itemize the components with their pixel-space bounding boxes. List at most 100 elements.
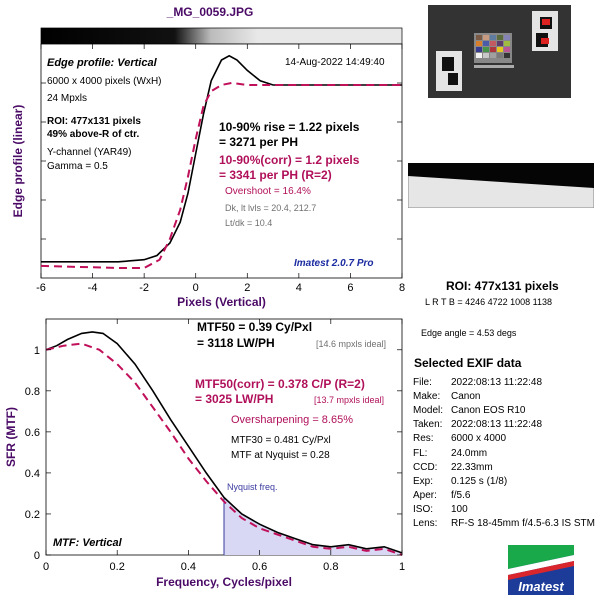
sfr-ytick-label: 0: [34, 550, 40, 562]
sfr-mtf50-ideal: [14.6 mpxls ideal]: [316, 339, 387, 349]
edge-xtick-label: 0: [193, 282, 199, 294]
edge-xtick-label: 6: [347, 282, 353, 294]
edge-overshoot: Overshoot = 16.4%: [225, 186, 311, 197]
edge-xtick-label: 2: [244, 282, 250, 294]
edge-roi-line-2: 49% above-R of ctr.: [47, 129, 140, 140]
edge-panel-title: Edge profile: Vertical: [47, 57, 157, 69]
exif-row: Aper: f/5.6: [413, 490, 470, 502]
edge-corr-line-1: 10-90%(corr) = 1.2 pixels: [219, 153, 360, 167]
sfr-corr-line-1: MTF50(corr) = 0.378 C/P (R=2): [195, 377, 365, 391]
edge-xlabel: Pixels (Vertical): [177, 295, 266, 309]
exif-key: Taken:: [413, 419, 443, 431]
exif-value: 2022:08:13 11:22:48: [451, 419, 543, 431]
exif-key: CCD:: [413, 461, 438, 473]
sfr-nyquist-area: [224, 497, 402, 555]
exif-key: ISO:: [413, 503, 434, 515]
exif-row: Lens: RF-S 18-45mm f/4.5-6.3 IS STM: [413, 518, 595, 530]
sfr-mtf-nyquist: MTF at Nyquist = 0.28: [231, 450, 330, 461]
exif-value: 22.33mm: [451, 461, 493, 473]
sfr-mtf50-line-2: = 3118 LW/PH: [197, 336, 275, 350]
edge-info-line-2: 24 Mpxls: [47, 93, 88, 104]
exif-row: ISO: 100: [413, 504, 468, 516]
exif-row: FL: 24.0mm: [413, 448, 487, 460]
exif-row: CCD: 22.33mm: [413, 462, 493, 474]
exif-row: Res: 6000 x 4000: [413, 433, 506, 445]
sfr-ylabel: SFR (MTF): [4, 407, 18, 467]
sfr-xtick-label: 1: [399, 561, 405, 573]
sfr-chart: 0 0.2 0.4 0.6 0.8 1 0 0.2 0.4 0.6 0.8 1 Frequency, C…: [4, 318, 405, 589]
exif-value: RF-S 18-45mm f/4.5-6.3 IS STM: [451, 518, 595, 529]
exif-value: Canon EOS R10: [451, 405, 526, 417]
sfr-ytick-label: 0.8: [25, 386, 40, 398]
exif-key: Aper:: [413, 489, 437, 501]
imatest-logo: Imatest: [508, 545, 574, 595]
exif-value: Canon: [451, 391, 481, 403]
sfr-ytick-label: 1: [34, 345, 40, 357]
exif-row: Model: Canon EOS R10: [413, 405, 526, 417]
edge-xtick-label: -2: [139, 282, 149, 294]
edge-timestamp: 14-Aug-2022 14:49:40: [285, 57, 385, 68]
edge-gamma: Gamma = 0.5: [47, 161, 108, 172]
edge-plot-frame: [40, 43, 403, 279]
edge-ylabel: Edge profile (linear): [11, 105, 25, 218]
exif-row: Exp: 0.125 s (1/8): [413, 476, 507, 488]
exif-value: 100: [451, 503, 468, 515]
edge-dk-lt: Dk, lt lvls = 20.4, 212.7: [225, 203, 317, 213]
edge-channel: Y-channel (YAR49): [47, 147, 132, 158]
edge-roi-line-1: ROI: 477x131 pixels: [47, 116, 141, 127]
edge-corr-line-2: = 3341 per PH (R=2): [219, 168, 332, 182]
exif-row: Make: Canon: [413, 391, 480, 403]
exif-title: Selected EXIF data: [414, 356, 522, 370]
exif-value: 6000 x 4000: [451, 433, 507, 445]
edge-rise-line-2: = 3271 per PH: [219, 135, 299, 149]
sfr-series-2-line: [45, 342, 403, 556]
exif-key: Model:: [413, 405, 444, 417]
sfr-xtick-label: 0: [43, 561, 49, 573]
edge-xtick-label: 8: [399, 282, 405, 294]
sfr-mtf30: MTF30 = 0.481 Cy/Pxl: [231, 435, 331, 446]
file-title: _MG_0059.JPG: [166, 5, 254, 19]
exif-row: File: 2022:08:13 11:22:48: [413, 377, 542, 389]
roi-lrtb: L R T B = 4246 4722 1008 1138: [425, 297, 553, 307]
edge-lt-dk: Lt/dk = 10.4: [225, 218, 273, 228]
sfr-ytick-label: 0.2: [25, 509, 40, 521]
sfr-xlabel: Frequency, Cycles/pixel: [156, 575, 292, 589]
edge-xtick-label: -6: [36, 282, 46, 294]
edge-profile-chart: -6 -4 -2 0 2 4 6 8 Pixels (Vertical) Edge profile…: [11, 27, 405, 309]
exif-value: 24.0mm: [451, 447, 488, 459]
exif-row: Taken: 2022:08:13 11:22:48: [413, 419, 542, 431]
sfr-corr-line-2: = 3025 LW/PH: [195, 392, 274, 406]
exif-value: 0.125 s (1/8): [451, 475, 508, 487]
edge-version: Imatest 2.0.7 Pro: [294, 258, 374, 269]
edge-xtick-label: -4: [88, 282, 98, 294]
sfr-xtick-label: 0.8: [323, 561, 338, 573]
edge-series-2-line: [40, 81, 402, 269]
sfr-mtf50-line-1: MTF50 = 0.39 Cy/Pxl: [197, 320, 313, 334]
exif-key: Res:: [413, 433, 434, 445]
exif-value: 2022:08:13 11:22:48: [451, 377, 543, 388]
exif-key: Exp:: [413, 475, 434, 487]
edge-rise-line-1: 10-90% rise = 1.22 pixels: [219, 120, 360, 134]
sfr-nyquist-label: Nyquist freq.: [227, 482, 278, 492]
exif-key: FL:: [413, 447, 428, 459]
sfr-oversharpening: Oversharpening = 8.65%: [231, 414, 353, 426]
sfr-xtick-label: 0.6: [252, 561, 267, 573]
logo-text: Imatest: [518, 579, 564, 594]
sfr-xtick-label: 0.4: [181, 561, 196, 573]
roi-title: ROI: 477x131 pixels: [446, 279, 559, 293]
edge-info-line-1: 6000 x 4000 pixels (WxH): [47, 76, 162, 87]
edge-gradient-bar: [40, 27, 403, 45]
chart-thumbnail-image: [428, 5, 571, 98]
exif-key: File:: [413, 377, 432, 388]
sfr-ytick-label: 0.6: [25, 427, 40, 439]
edge-xtick-label: 4: [296, 282, 302, 294]
sfr-panel-title: MTF: Vertical: [53, 537, 122, 549]
sfr-corr-ideal: [13.7 mpxls ideal]: [314, 395, 385, 405]
sfr-ytick-label: 0.4: [25, 468, 40, 480]
roi-crop-image: [408, 163, 594, 208]
sfr-xtick-label: 0.2: [110, 561, 125, 573]
sfr-series-1-line: [45, 331, 403, 554]
exif-key: Lens:: [413, 518, 438, 529]
edge-angle: Edge angle = 4.53 degs: [421, 328, 517, 338]
exif-key: Make:: [413, 391, 441, 403]
